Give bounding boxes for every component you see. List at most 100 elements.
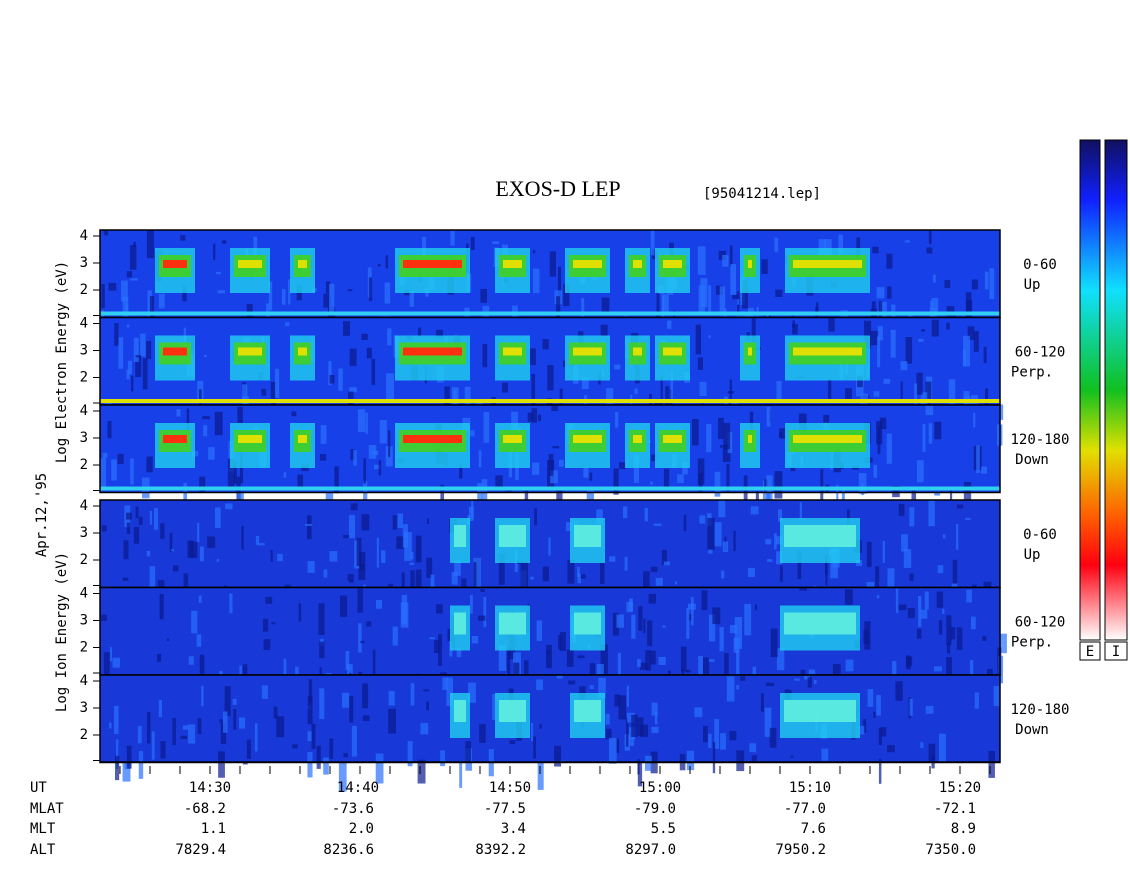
noise — [982, 636, 987, 641]
noise — [764, 479, 769, 493]
noise — [554, 745, 562, 767]
band — [663, 347, 682, 356]
noise — [409, 290, 415, 307]
noise — [742, 279, 748, 309]
noise — [864, 621, 871, 650]
noise — [146, 456, 153, 473]
noise — [767, 559, 773, 562]
noise — [456, 648, 462, 658]
noise — [542, 566, 550, 582]
noise — [439, 672, 447, 677]
band — [633, 347, 642, 356]
noise — [663, 561, 671, 566]
noise — [898, 604, 907, 611]
noise — [733, 637, 740, 653]
noise — [492, 694, 496, 721]
noise — [471, 635, 479, 644]
panel-frame — [99, 404, 1001, 494]
noise — [156, 654, 162, 662]
noise — [478, 450, 482, 468]
noise — [453, 390, 457, 405]
noise — [531, 723, 534, 742]
noise — [261, 388, 267, 396]
noise — [311, 723, 316, 749]
noise — [614, 364, 621, 370]
noise — [639, 662, 648, 670]
noise — [146, 230, 154, 259]
noise — [650, 566, 658, 572]
noise — [438, 634, 443, 666]
noise — [644, 755, 652, 771]
noise — [133, 337, 139, 363]
noise — [799, 502, 802, 519]
band — [238, 435, 262, 443]
noise — [381, 550, 386, 564]
noise — [875, 566, 880, 593]
noise — [349, 696, 354, 723]
noise — [274, 368, 280, 398]
noise — [319, 688, 325, 720]
noise — [345, 651, 350, 671]
title: EXOS-D LEP — [495, 176, 620, 201]
noise — [233, 460, 237, 484]
noise — [937, 565, 944, 574]
noise — [343, 753, 348, 758]
noise — [918, 595, 922, 627]
noise — [651, 726, 659, 733]
noise — [698, 473, 703, 492]
noise — [944, 279, 951, 288]
noise — [692, 419, 699, 446]
noise — [238, 717, 246, 729]
noise — [341, 692, 350, 708]
noise — [916, 460, 924, 483]
band — [298, 260, 307, 268]
noise — [737, 299, 740, 305]
noise — [752, 666, 757, 680]
noise — [461, 578, 467, 588]
noise — [202, 416, 210, 420]
noise — [779, 565, 783, 582]
noise — [697, 357, 703, 370]
noise — [199, 476, 206, 493]
noise — [716, 285, 723, 295]
noise — [133, 526, 140, 544]
noise — [454, 560, 461, 576]
noise — [998, 655, 1004, 684]
noise — [873, 464, 878, 478]
noise — [149, 511, 153, 525]
noise — [790, 467, 796, 472]
noise — [841, 486, 845, 510]
noise — [502, 382, 508, 393]
noise — [946, 642, 951, 654]
noise — [513, 662, 520, 680]
noise — [509, 740, 516, 745]
noise — [775, 289, 783, 297]
noise — [334, 466, 339, 494]
noise — [536, 679, 544, 691]
noise — [107, 421, 112, 439]
noise — [539, 723, 542, 729]
noise — [887, 286, 892, 299]
noise — [821, 748, 829, 761]
noise — [176, 409, 181, 417]
noise — [166, 638, 170, 641]
noise — [614, 694, 621, 707]
noise — [133, 241, 136, 248]
noise — [295, 666, 299, 678]
noise — [900, 381, 903, 400]
noise — [967, 326, 975, 340]
noise — [722, 541, 729, 553]
noise — [698, 655, 703, 678]
noise — [363, 481, 368, 501]
noise — [686, 750, 695, 771]
noise — [224, 686, 231, 716]
noise — [527, 412, 534, 422]
noise — [792, 324, 798, 335]
orbit-value: -77.0 — [784, 801, 826, 817]
direction-label: Up — [1024, 547, 1041, 563]
noise — [410, 570, 415, 598]
noise — [744, 604, 752, 636]
noise — [385, 255, 389, 269]
noise — [726, 676, 735, 702]
noise — [934, 491, 941, 496]
